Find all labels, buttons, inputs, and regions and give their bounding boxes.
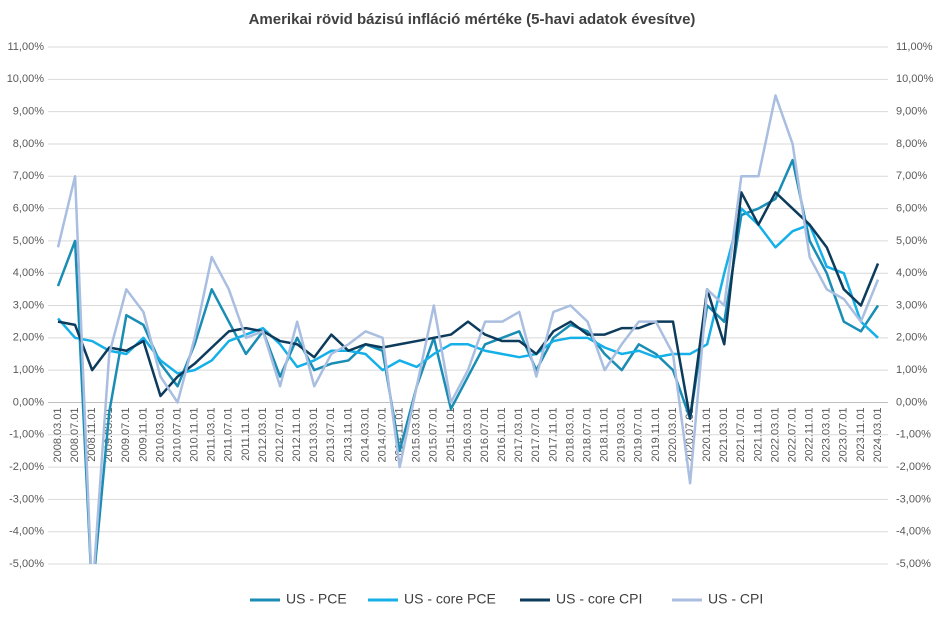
x-tick-label: 2010.11.01	[189, 407, 201, 461]
x-tick-label: 2014.07.01	[376, 407, 388, 462]
y-tick-label: 8,00%	[13, 138, 44, 150]
y2-tick-label: 0,00%	[896, 396, 927, 408]
x-tick-label: 2021.11.01	[752, 407, 764, 461]
x-tick-label: 2018.03.01	[564, 407, 576, 462]
x-tick-label: 2009.11.01	[137, 407, 149, 461]
y2-tick-label: -1,00%	[896, 429, 931, 441]
x-tick-label: 2012.11.01	[291, 407, 303, 461]
y2-tick-label: 7,00%	[896, 170, 927, 182]
series-line	[56, 94, 880, 564]
x-tick-label: 2008.03.01	[52, 407, 64, 462]
x-tick-label: 2023.07.01	[838, 407, 850, 462]
y-tick-label: -2,00%	[9, 461, 44, 473]
legend-label: US - core PCE	[404, 591, 496, 607]
y-tick-label: -3,00%	[9, 493, 44, 505]
series-line	[56, 158, 880, 564]
x-tick-label: 2011.03.01	[206, 407, 218, 461]
x-tick-label: 2008.07.01	[69, 407, 81, 462]
x-tick-label: 2015.03.01	[411, 407, 423, 462]
x-tick-label: 2008.11.01	[86, 407, 98, 461]
x-tick-label: 2012.07.01	[274, 407, 286, 462]
series-line	[57, 191, 880, 420]
y2-tick-label: -3,00%	[896, 493, 931, 505]
x-tick-label: 2015.07.01	[428, 407, 440, 462]
x-tick-label: 2016.03.01	[462, 407, 474, 462]
y2-tick-label: 5,00%	[896, 235, 927, 247]
x-tick-label: 2013.07.01	[325, 407, 337, 462]
x-tick-label: 2020.11.01	[701, 407, 713, 461]
x-tick-label: 2011.07.01	[223, 407, 235, 461]
series-line	[57, 207, 879, 375]
x-tick-label: 2013.03.01	[308, 407, 320, 462]
y2-tick-label: 4,00%	[896, 267, 927, 279]
x-tick-label: 2018.07.01	[581, 407, 593, 462]
y2-tick-label: 1,00%	[896, 364, 927, 376]
x-tick-label: 2015.11.01	[445, 407, 457, 461]
y2-tick-label: 11,00%	[896, 41, 933, 53]
plot-area	[56, 94, 880, 564]
x-tick-label: 2012.03.01	[257, 407, 269, 462]
y2-tick-label: -4,00%	[896, 526, 931, 538]
y-tick-label: -4,00%	[9, 526, 44, 538]
y2-tick-label: -2,00%	[896, 461, 931, 473]
legend-label: US - PCE	[286, 591, 347, 607]
x-tick-label: 2017.03.01	[513, 407, 525, 462]
x-tick-label: 2016.07.01	[479, 407, 491, 462]
y2-tick-label: 10,00%	[896, 73, 934, 85]
x-tick-label: 2021.03.01	[718, 407, 730, 462]
x-tick-label: 2009.07.01	[120, 407, 132, 462]
x-tick-label: 2011.11.01	[240, 407, 252, 460]
x-tick-label: 2022.11.01	[804, 407, 816, 461]
x-tick-label: 2022.03.01	[769, 407, 781, 462]
y-tick-label: -5,00%	[9, 558, 44, 570]
x-tick-label: 2016.11.01	[496, 407, 508, 461]
legend-label: US - CPI	[708, 591, 763, 607]
y-tick-label: 3,00%	[13, 299, 44, 311]
y-tick-label: -1,00%	[9, 429, 44, 441]
x-tick-label: 2020.03.01	[667, 407, 679, 462]
x-tick-label: 2019.03.01	[616, 407, 628, 462]
y-tick-label: 10,00%	[7, 73, 45, 85]
y2-tick-label: 9,00%	[896, 106, 927, 118]
y2-tick-label: 8,00%	[896, 138, 927, 150]
x-tick-label: 2021.07.01	[735, 407, 747, 462]
y-tick-label: 2,00%	[13, 332, 44, 344]
legend-label: US - core CPI	[556, 591, 642, 607]
x-tick-label: 2019.11.01	[650, 407, 662, 461]
x-tick-label: 2018.11.01	[599, 407, 611, 461]
chart-title: Amerikai rövid bázisú infláció mértéke (…	[249, 11, 696, 28]
y-tick-label: 11,00%	[8, 41, 45, 53]
y-tick-label: 9,00%	[13, 106, 44, 118]
x-tick-label: 2014.03.01	[359, 407, 371, 462]
x-tick-label: 2022.07.01	[786, 407, 798, 462]
x-tick-label: 2023.11.01	[855, 407, 867, 461]
x-tick-label: 2017.11.01	[547, 407, 559, 461]
y-tick-label: 7,00%	[13, 170, 44, 182]
x-tick-label: 2023.03.01	[821, 407, 833, 462]
y-tick-label: 5,00%	[13, 235, 44, 247]
x-tick-label: 2013.11.01	[342, 407, 354, 461]
y2-tick-label: 6,00%	[896, 202, 927, 214]
x-tick-label: 2019.07.01	[633, 407, 645, 462]
y2-tick-label: 2,00%	[896, 332, 927, 344]
x-tick-label: 2024.03.01	[872, 407, 884, 462]
y-tick-label: 6,00%	[13, 202, 44, 214]
y2-tick-label: 3,00%	[896, 299, 927, 311]
x-tick-label: 2017.07.01	[530, 407, 542, 462]
y2-tick-label: -5,00%	[896, 558, 931, 570]
y-tick-label: 0,00%	[13, 396, 44, 408]
y-tick-label: 1,00%	[13, 364, 44, 376]
x-tick-label: 2010.07.01	[171, 407, 183, 462]
y-tick-label: 4,00%	[13, 267, 44, 279]
x-tick-label: 2010.03.01	[154, 407, 166, 462]
